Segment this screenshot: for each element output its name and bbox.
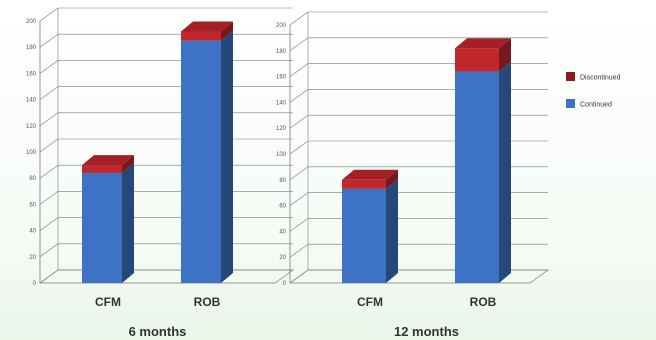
gridline-slant (289, 192, 309, 206)
bar-discontinued-rob-side (221, 21, 233, 41)
bar-continued-cfm-front (342, 188, 386, 283)
gridline-slant (39, 33, 59, 48)
bar-continued-cfm-front (82, 172, 122, 283)
bar-discontinued-cfm-top (82, 155, 134, 166)
bar-continued-cfm-side (122, 162, 134, 283)
gridline-slant (289, 140, 309, 155)
legend-label: Discontinued (580, 75, 621, 82)
chart-floor (288, 269, 550, 284)
gridline-slant (289, 11, 309, 26)
y-tick-label: 180 (276, 49, 287, 55)
legend: Discontinued Continued (566, 72, 621, 109)
y-tick-label: 140 (26, 98, 37, 104)
bar-discontinued-cfm-front (342, 179, 386, 189)
x-axis-label: 6 months (129, 324, 187, 339)
x-category-label: CFM (95, 295, 121, 309)
y-tick-label: 140 (276, 100, 287, 106)
y-tick-label: 0 (283, 281, 287, 287)
bar-discontinued-cfm-side (386, 169, 398, 189)
bar-continued-rob-front (181, 40, 221, 284)
bar-continued-rob (455, 61, 511, 283)
bar-discontinued-rob (181, 21, 233, 41)
gridline-slant (289, 89, 309, 103)
bar-discontinued-cfm-front (82, 165, 122, 173)
legend-label: Continued (580, 102, 612, 109)
y-tick-label: 80 (29, 176, 36, 182)
bar-discontinued-cfm (342, 169, 398, 189)
bar-discontinued-rob-top (455, 38, 511, 49)
bar-discontinued-rob-top (181, 21, 233, 32)
x-category-label: ROB (194, 295, 221, 309)
y-tick-label: 100 (276, 152, 287, 158)
gridline-slant (39, 7, 59, 22)
gridline-slant (289, 114, 309, 129)
y-tick-label: 20 (29, 255, 36, 261)
x-category-label: CFM (357, 295, 383, 309)
y-tick-label: 80 (279, 178, 286, 184)
bar-continued-rob-side (499, 61, 511, 283)
legend-swatch (566, 99, 575, 108)
gridline-slant (39, 217, 59, 231)
y-tick-label: 0 (33, 281, 37, 287)
y-tick-label: 100 (26, 150, 37, 156)
y-tick-label: 180 (26, 45, 37, 51)
gridline-slant (39, 243, 59, 258)
bar-discontinued-cfm (82, 155, 134, 173)
y-tick-label: 40 (279, 229, 286, 235)
gridline-slant (39, 138, 59, 153)
gridline-slant (289, 243, 309, 258)
y-tick-label: 60 (279, 204, 286, 210)
gridline-slant (39, 191, 59, 205)
bar-discontinued-cfm-side (122, 155, 134, 173)
gridline-slant (39, 86, 59, 100)
y-tick-label: 200 (276, 23, 287, 29)
gridline-slant (39, 60, 59, 74)
chart-panel-2: 0 20 40 60 80 100 120 140 160 180 200 CFM ROB 12 mont… (276, 11, 550, 339)
bar-continued-rob (181, 30, 233, 284)
bar-discontinued-rob-front (455, 48, 499, 72)
chart-floor (38, 269, 295, 284)
bar-continued-cfm-side (386, 178, 398, 283)
bar-continued-cfm (82, 162, 134, 283)
bar-continued-cfm (342, 178, 398, 283)
y-tick-label: 160 (26, 71, 37, 77)
bar-discontinued-rob-front (181, 31, 221, 41)
y-tick-label: 120 (276, 126, 287, 132)
y-tick-label: 40 (29, 229, 36, 235)
gridline-slant (39, 112, 59, 127)
gridline-slant (39, 164, 59, 179)
y-tick-label: 160 (276, 75, 287, 81)
legend-swatch (566, 72, 575, 81)
y-tick-label: 20 (279, 255, 286, 261)
gridline-slant (289, 166, 309, 181)
bar-discontinued-rob (455, 38, 511, 72)
y-tick-label: 60 (29, 202, 36, 208)
bar-discontinued-cfm-top (342, 169, 398, 180)
gridline-slant (289, 63, 309, 77)
bar-continued-rob-front (455, 71, 499, 283)
y-tick-label: 200 (26, 19, 37, 25)
bar-discontinued-rob-side (499, 38, 511, 72)
gridline-slant (289, 218, 309, 232)
x-category-label: ROB (470, 295, 497, 309)
bar-continued-rob-side (221, 30, 233, 284)
gridline-slant (289, 37, 309, 52)
x-axis-label: 12 months (394, 324, 459, 339)
y-tick-label: 120 (26, 124, 37, 130)
